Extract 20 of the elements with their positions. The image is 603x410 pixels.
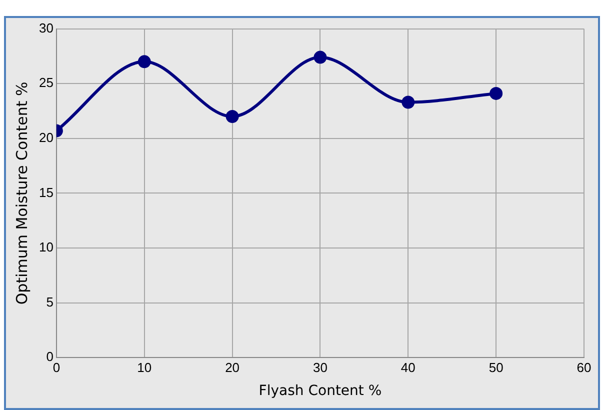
- y-tick-label: 15: [38, 184, 54, 200]
- x-tick-label: 30: [312, 360, 328, 375]
- x-tick-label: 50: [488, 360, 504, 375]
- x-tick-label: 40: [400, 360, 416, 375]
- y-tick-label: 5: [46, 294, 54, 310]
- x-tick-label: 60: [576, 360, 592, 375]
- y-axis-title: Optimum Moisture Content %: [12, 82, 31, 305]
- y-tick-label: 20: [38, 130, 54, 145]
- point: [314, 50, 327, 64]
- point: [490, 86, 503, 100]
- y-tick-label: 25: [38, 75, 54, 90]
- x-axis-title: Flyash Content %: [258, 383, 382, 400]
- point: [226, 110, 239, 123]
- point: [402, 96, 415, 109]
- y-tick-label: 0: [46, 349, 54, 364]
- point: [138, 55, 151, 68]
- x-tick-label: 20: [225, 360, 240, 375]
- y-tick-label: 10: [38, 240, 54, 255]
- x-tick-label: 10: [137, 360, 152, 375]
- y-tick-label: 30: [38, 20, 54, 36]
